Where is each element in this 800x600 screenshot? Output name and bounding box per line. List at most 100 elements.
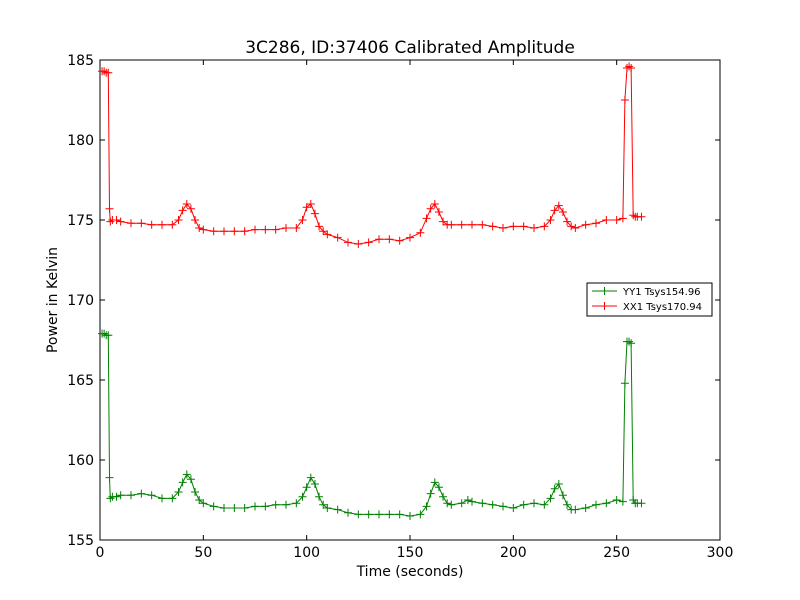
data-point [199, 499, 208, 508]
data-point [488, 500, 497, 509]
data-point [292, 499, 301, 508]
data-point [240, 227, 249, 236]
data-point [571, 505, 580, 514]
data-point [105, 204, 114, 213]
data-point [571, 224, 580, 232]
data-point [186, 204, 195, 213]
data-point [530, 224, 538, 232]
data-point [457, 499, 466, 508]
data-point [137, 489, 146, 498]
data-point [168, 494, 177, 503]
data-point [302, 483, 311, 492]
data-point [478, 499, 487, 508]
data-point [315, 492, 324, 501]
data-point [306, 473, 315, 482]
data-point [546, 216, 555, 224]
data-point [567, 222, 576, 231]
data-point [209, 502, 218, 511]
y-tick-label: 175 [67, 213, 94, 229]
data-point [434, 483, 443, 492]
data-point [354, 240, 363, 248]
data-point [319, 500, 328, 509]
data-point [195, 496, 204, 504]
data-point [292, 224, 301, 232]
data-point [195, 224, 204, 232]
data-point [364, 510, 373, 519]
data-point [182, 200, 191, 208]
data-point [629, 496, 638, 504]
data-point [220, 227, 228, 236]
x-tick-label: 100 [293, 545, 320, 561]
data-point [178, 206, 187, 215]
data-point [439, 492, 448, 501]
data-point [627, 339, 636, 348]
data-point [147, 220, 156, 229]
data-point [261, 225, 270, 234]
data-point [385, 510, 394, 519]
data-point [302, 203, 311, 212]
data-point [488, 222, 497, 231]
data-point [434, 208, 443, 216]
legend-marker-xx1 [600, 302, 609, 310]
data-point [443, 499, 452, 508]
data-point [354, 510, 363, 519]
data-point [240, 504, 249, 512]
y-tick-label: 160 [67, 453, 94, 469]
data-point [627, 64, 636, 72]
data-point [158, 220, 166, 229]
data-point [186, 475, 195, 484]
legend-label-xx1: XX1 Tsys170.94 [623, 302, 702, 313]
data-point [310, 209, 319, 218]
data-point [629, 211, 638, 220]
x-tick-label: 150 [397, 545, 424, 561]
y-axis-label: Power in Kelvin [45, 247, 61, 353]
data-point [174, 216, 183, 224]
data-point [563, 217, 572, 226]
data-point [499, 502, 507, 511]
data-point [416, 510, 425, 519]
data-point [625, 337, 634, 346]
data-point [422, 214, 431, 223]
y-tick-label: 155 [67, 533, 94, 549]
data-point [558, 491, 567, 500]
data-point [519, 222, 528, 231]
data-point [395, 510, 404, 519]
data-point [364, 238, 373, 247]
legend-marker-yy1 [600, 287, 609, 295]
x-axis-label: Time (seconds) [356, 564, 464, 580]
data-point [468, 497, 476, 506]
x-tick-label: 50 [194, 545, 212, 561]
data-point [147, 491, 156, 500]
data-point [581, 220, 590, 229]
chart-title: 3C286, ID:37406 Calibrated Amplitude [245, 38, 575, 58]
data-point [220, 504, 228, 512]
data-point [282, 224, 290, 232]
data-point [174, 488, 183, 496]
data-point [105, 473, 114, 482]
data-point [620, 96, 629, 104]
data-point [127, 491, 135, 500]
data-point [315, 222, 324, 231]
data-point [602, 216, 611, 224]
data-point [602, 499, 611, 508]
data-point [618, 497, 627, 506]
data-point [612, 216, 621, 224]
data-point [426, 204, 435, 213]
y-tick-label: 185 [67, 53, 94, 69]
data-point [430, 478, 439, 487]
data-point [540, 500, 549, 509]
legend: YY1 Tsys154.96 XX1 Tsys170.94 [586, 282, 713, 317]
data-point [112, 216, 121, 224]
data-point [333, 505, 342, 514]
data-point [106, 217, 115, 226]
data-point [550, 484, 559, 493]
data-point [618, 214, 627, 223]
data-point [127, 219, 135, 228]
data-point [168, 220, 177, 229]
data-point [375, 235, 383, 244]
legend-box [586, 282, 713, 317]
x-tick-label: 250 [603, 545, 630, 561]
data-point [298, 216, 307, 224]
data-point [499, 224, 507, 232]
series-line-1 [102, 65, 642, 245]
